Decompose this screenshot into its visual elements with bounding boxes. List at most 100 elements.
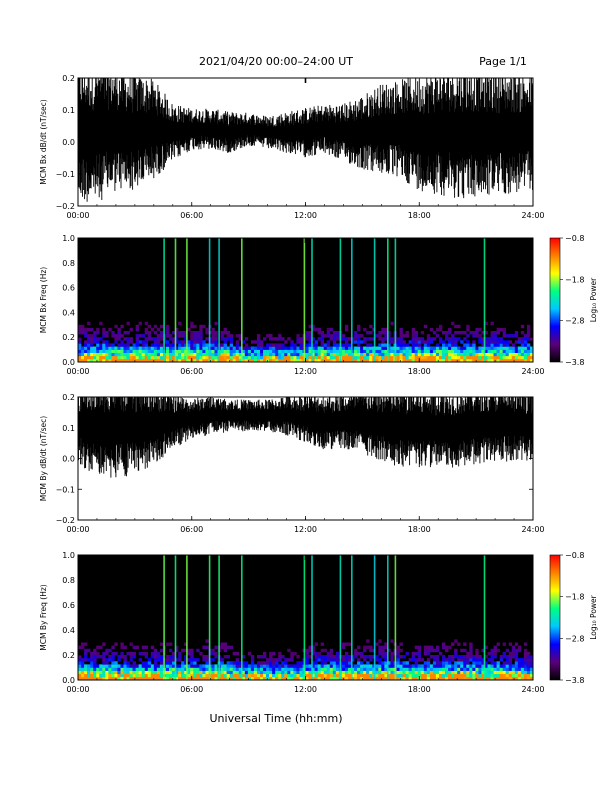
spectrogram-cell bbox=[253, 358, 258, 362]
spectrogram-cell bbox=[369, 670, 373, 675]
spectrogram-cell bbox=[135, 340, 139, 344]
spectrogram-cell bbox=[123, 645, 127, 650]
spectrogram-cell bbox=[520, 324, 525, 329]
spectrogram-cell bbox=[420, 358, 425, 362]
y-axis-label: MCM By Freq (Hz) bbox=[39, 584, 48, 650]
spectrogram-cell bbox=[241, 676, 246, 680]
spectrogram-cell bbox=[250, 346, 255, 350]
spectrogram-cell bbox=[226, 661, 230, 665]
spectrogram-cell bbox=[190, 664, 194, 668]
spectrogram-cell bbox=[511, 343, 516, 347]
spectrogram-cell bbox=[129, 337, 133, 341]
spectrogram-cell bbox=[138, 346, 142, 350]
spectrogram-cell bbox=[369, 337, 373, 341]
spectrogram-cell bbox=[387, 673, 391, 678]
spectrogram-cell bbox=[417, 673, 422, 678]
spectrogram-cell bbox=[381, 651, 385, 656]
spectrogram-cell bbox=[165, 349, 170, 353]
spectrogram-cell bbox=[96, 331, 100, 335]
spectrogram-cell bbox=[457, 352, 461, 357]
spectrogram-cell bbox=[472, 355, 476, 360]
spectrogram-cell bbox=[169, 352, 173, 357]
x-axis-title: Universal Time (hh:mm) bbox=[210, 712, 343, 725]
spectrogram-cell bbox=[478, 352, 482, 357]
spectrogram-cell bbox=[205, 661, 209, 665]
spectrogram-cell bbox=[438, 355, 443, 360]
spectrogram-cell bbox=[457, 642, 461, 646]
spectrogram-cell bbox=[332, 661, 337, 665]
spectrogram-cell bbox=[414, 651, 419, 656]
spectrogram-cell bbox=[269, 667, 273, 671]
spectrogram-cell bbox=[357, 337, 361, 341]
spectrogram-cell bbox=[347, 358, 352, 362]
spectrogram-cell bbox=[357, 340, 361, 344]
spectrogram-cell bbox=[238, 664, 243, 668]
spectrogram-cell bbox=[196, 358, 200, 362]
spectrogram-cell bbox=[156, 327, 161, 332]
spectrogram-cell bbox=[223, 645, 227, 650]
spectrogram-cell bbox=[514, 355, 519, 360]
spectrogram-cell bbox=[199, 324, 203, 329]
spectrogram-cell bbox=[420, 352, 425, 357]
spectrogram-cell bbox=[332, 676, 337, 680]
spectrogram-cell bbox=[132, 676, 136, 680]
spectrogram-cell bbox=[363, 673, 367, 678]
spectrogram-cell bbox=[505, 343, 510, 347]
spectrogram-cell bbox=[357, 327, 361, 332]
spectrogram-cell bbox=[211, 349, 215, 353]
spectrogram-cell bbox=[193, 334, 197, 338]
spectrogram-cell bbox=[293, 676, 297, 680]
spectrogram-cell bbox=[369, 676, 373, 680]
spectrogram-cell bbox=[460, 664, 464, 668]
spectrogram-cell bbox=[366, 355, 370, 360]
spectrogram-cell bbox=[84, 673, 88, 678]
spectrogram-cell bbox=[408, 667, 412, 671]
spectrogram-cell bbox=[141, 651, 146, 656]
spectrogram-cell bbox=[278, 346, 282, 350]
spectrogram-cell bbox=[159, 349, 164, 353]
spectrogram-cell bbox=[366, 670, 370, 675]
spectrogram-cell bbox=[432, 670, 437, 675]
spectrogram-cell bbox=[451, 321, 455, 326]
spectrogram-cell bbox=[202, 340, 206, 344]
spectrogram-cell bbox=[165, 324, 170, 329]
spectrogram-cell bbox=[360, 676, 364, 680]
spectrogram-cell bbox=[460, 658, 464, 662]
spectrogram-cell bbox=[281, 673, 285, 678]
spectrogram-streak bbox=[394, 555, 397, 680]
spectrogram-cell bbox=[481, 358, 485, 362]
spectrogram-cell bbox=[520, 670, 525, 675]
spectrogram-cell bbox=[305, 655, 309, 659]
spectrogram-cell bbox=[120, 340, 124, 344]
spectrogram-cell bbox=[466, 340, 470, 344]
spectrogram-cell bbox=[426, 352, 431, 357]
spectrogram-cell bbox=[117, 667, 121, 671]
spectrogram-cell bbox=[147, 334, 152, 338]
spectrogram-cell bbox=[366, 358, 370, 362]
spectrogram-cell bbox=[120, 343, 124, 347]
spectrogram-cell bbox=[317, 676, 321, 680]
spectrogram-cell bbox=[81, 358, 85, 362]
spectrogram-cell bbox=[432, 673, 437, 678]
spectrogram-cell bbox=[211, 327, 215, 332]
spectrogram-cell bbox=[399, 340, 403, 344]
spectrogram-cell bbox=[490, 352, 494, 357]
spectrogram-cell bbox=[354, 670, 358, 675]
spectrogram-cell bbox=[135, 676, 139, 680]
spectrogram-cell bbox=[523, 648, 528, 653]
spectrogram-cell bbox=[275, 352, 279, 357]
spectrogram-cell bbox=[508, 667, 513, 671]
spectrogram-cell bbox=[351, 664, 355, 668]
spectrogram-cell bbox=[187, 667, 191, 671]
spectrogram-cell bbox=[341, 670, 346, 675]
spectrogram-cell bbox=[347, 667, 352, 671]
spectrogram-cell bbox=[378, 658, 382, 662]
spectrogram-cell bbox=[153, 349, 158, 353]
spectrogram-cell bbox=[102, 667, 106, 671]
spectrogram-cell bbox=[490, 658, 494, 662]
spectrogram-cell bbox=[120, 346, 124, 350]
spectrogram-cell bbox=[332, 673, 337, 678]
spectrogram-cell bbox=[238, 661, 243, 665]
spectrogram-cell bbox=[420, 331, 425, 335]
spectrogram-cell bbox=[150, 327, 155, 332]
